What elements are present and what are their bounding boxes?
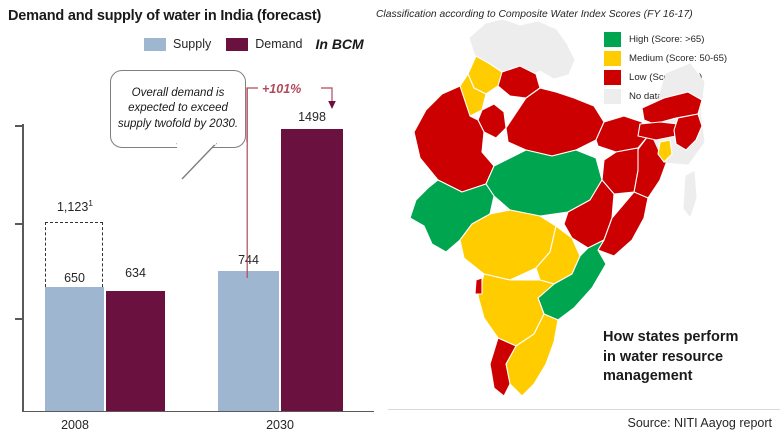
page-title: Demand and supply of water in India (for… [8, 8, 322, 24]
legend-swatch-demand [226, 37, 249, 51]
map-caption: Classification according to Composite Wa… [376, 9, 693, 20]
bar-chart-panel: Demand and supply of water in India (for… [0, 0, 388, 438]
bar-supply-2008[interactable] [45, 287, 104, 411]
footer-divider [388, 409, 780, 410]
reference-dashed-box [45, 222, 103, 287]
bar-demand-2008[interactable] [106, 291, 165, 411]
x-axis-line [22, 410, 374, 412]
chart-legend: Supply Demand In BCM [144, 36, 364, 52]
legend-label-medium: Medium (Score: 50-65) [629, 53, 728, 64]
bar-label-supply-2030: 744 [238, 253, 259, 267]
state-goa [474, 277, 483, 295]
y-axis-tick [15, 318, 23, 320]
map-headline: How states perform in water resource man… [603, 328, 738, 387]
source-attribution: Source: NITI Aayog report [627, 416, 772, 430]
legend-swatch-nodata [604, 89, 621, 104]
reference-footnote-marker: 1 [88, 198, 93, 208]
legend-label-supply: Supply [173, 37, 212, 51]
bar-label-demand-2008: 634 [125, 266, 146, 280]
reference-value-text: 1,123 [56, 200, 89, 215]
map-headline-line-2: in water resource [603, 348, 724, 365]
y-axis-tick [15, 125, 23, 127]
map-panel: Classification according to Composite Wa… [376, 0, 780, 438]
region-andaman-nicobar [683, 171, 697, 217]
bar-supply-2030[interactable] [218, 271, 279, 411]
callout-tail-icon [176, 143, 217, 180]
insight-callout-text: Overall demand is expected to exceed sup… [117, 87, 239, 130]
map-legend-row-high: High (Score: >65) [604, 32, 727, 47]
legend-label-demand: Demand [255, 37, 303, 51]
x-axis-label-2030: 2030 [266, 418, 294, 432]
india-choropleth-map [409, 19, 705, 397]
y-axis-tick [15, 223, 23, 225]
y-axis-line [22, 124, 24, 412]
x-axis-label-2008: 2008 [61, 418, 89, 432]
map-headline-line-3: management [603, 368, 693, 385]
map-legend-row-medium: Medium (Score: 50-65) [604, 51, 727, 66]
legend-swatch-medium [604, 51, 621, 66]
state-jharkhand [601, 147, 639, 195]
growth-percentage-label: +101% [262, 82, 302, 96]
legend-swatch-supply [144, 37, 166, 51]
bar-label-supply-2008: 650 [64, 271, 85, 285]
bar-label-demand-2030: 1498 [298, 110, 326, 124]
state-arunachal-nagaland [673, 113, 703, 151]
legend-swatch-high [604, 32, 621, 47]
legend-label-high: High (Score: >65) [629, 34, 705, 45]
insight-callout-bubble: Overall demand is expected to exceed sup… [110, 70, 246, 148]
state-gujarat [409, 179, 495, 253]
map-headline-line-1: How states perform [603, 329, 739, 345]
legend-swatch-low [604, 70, 621, 85]
state-tripura [657, 139, 673, 163]
state-meghalaya [637, 121, 679, 141]
growth-leader-line-icon [246, 88, 248, 278]
reference-value-label: 1,1231 [38, 198, 112, 214]
state-uttar-pradesh [505, 87, 605, 157]
unit-label: In BCM [315, 36, 364, 52]
bar-demand-2030[interactable] [281, 129, 343, 411]
state-kerala [489, 337, 517, 397]
